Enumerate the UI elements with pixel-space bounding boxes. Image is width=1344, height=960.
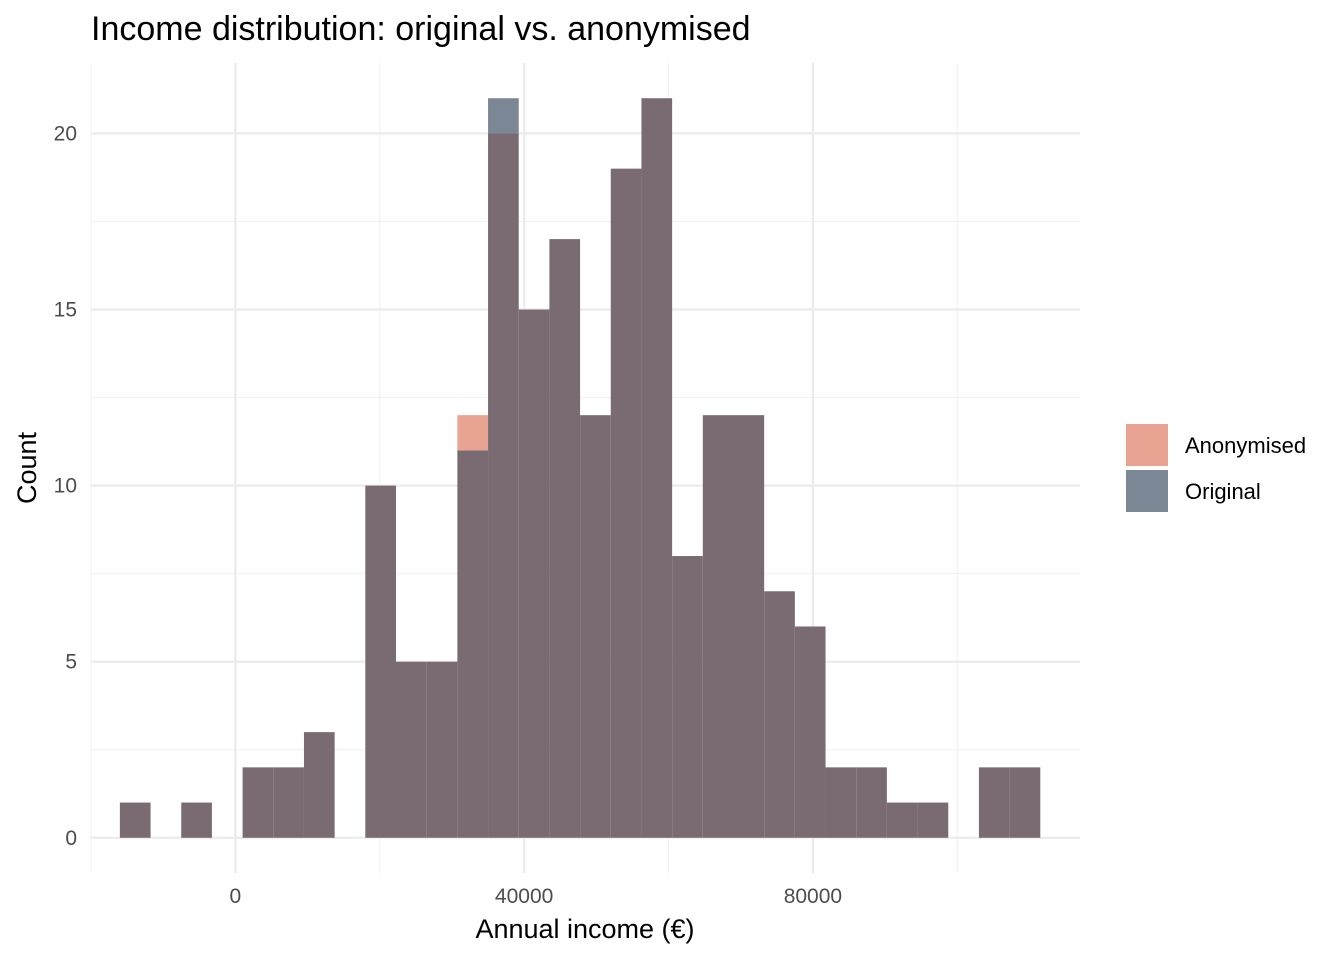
histogram-bar	[488, 133, 519, 838]
histogram-bar	[518, 309, 550, 838]
histogram-bar	[365, 485, 397, 838]
histogram-bar	[1009, 767, 1041, 838]
legend-key-original	[1126, 470, 1168, 512]
histogram-bar	[273, 767, 304, 838]
y-axis-ticks: 0 5 10 15 20	[54, 122, 77, 849]
histogram-bar	[733, 415, 765, 838]
histogram-bar	[886, 802, 918, 838]
histogram-bar	[978, 767, 1010, 838]
histogram-bar	[303, 732, 335, 838]
legend: Anonymised Original	[1126, 424, 1306, 512]
histogram-bar	[856, 767, 887, 838]
histogram-bar	[242, 767, 274, 838]
x-axis-ticks: 0 40000 80000	[230, 885, 843, 908]
histogram-bar	[610, 168, 642, 838]
histogram-bar	[457, 450, 489, 838]
y-axis-title: Count	[12, 431, 42, 504]
histogram-bar	[181, 802, 212, 838]
chart-title: Income distribution: original vs. anonym…	[91, 10, 751, 48]
legend-label-anonymised: Anonymised	[1185, 433, 1306, 458]
histogram-bar	[702, 415, 734, 838]
histogram-bar	[549, 239, 581, 838]
y-tick-label: 0	[65, 827, 77, 850]
histogram-bar	[426, 661, 458, 838]
histogram-bar	[641, 98, 673, 838]
histogram-bar	[794, 626, 826, 838]
histogram-bars	[119, 98, 1041, 838]
x-tick-label: 80000	[784, 885, 842, 908]
y-tick-label: 5	[65, 651, 77, 674]
histogram-bar	[396, 661, 427, 838]
histogram-bar	[672, 556, 703, 838]
x-tick-label: 0	[230, 885, 242, 908]
x-axis-title: Annual income (€)	[475, 914, 694, 944]
histogram-bar-original-excess	[488, 98, 519, 134]
histogram-bar	[825, 767, 857, 838]
histogram-bar-anonymised-excess	[457, 415, 489, 451]
y-tick-label: 15	[54, 299, 77, 322]
legend-key-anonymised	[1126, 424, 1168, 466]
y-tick-label: 20	[54, 122, 77, 145]
histogram-bar	[119, 802, 151, 838]
histogram-bar	[764, 591, 795, 838]
y-tick-label: 10	[54, 475, 77, 498]
x-tick-label: 40000	[495, 885, 553, 908]
legend-label-original: Original	[1185, 479, 1261, 504]
histogram-bar	[917, 802, 949, 838]
histogram-bar	[580, 415, 611, 838]
